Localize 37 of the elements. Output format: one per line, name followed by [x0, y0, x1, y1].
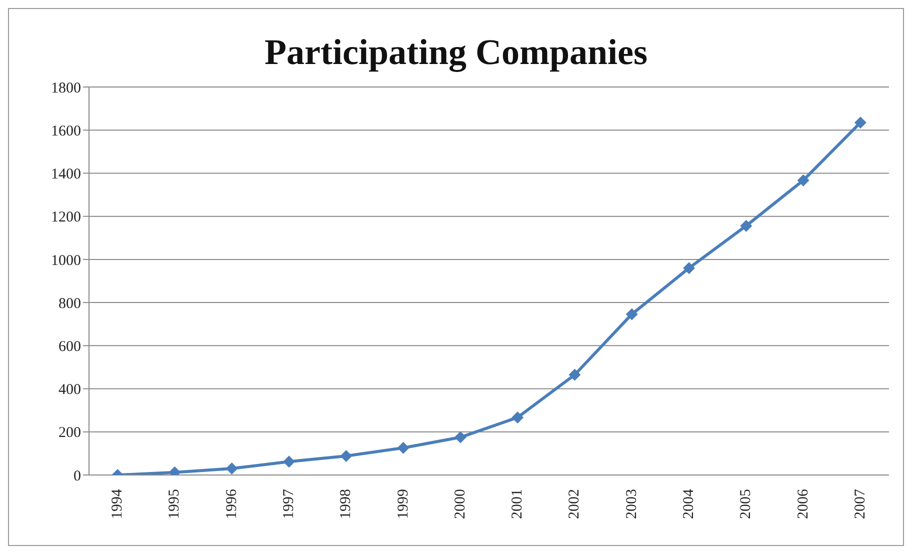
x-tick-label: 1996 [224, 488, 240, 519]
point [740, 220, 752, 232]
y-tick-label: 1000 [51, 252, 81, 269]
y-tick-label: 1200 [51, 210, 81, 226]
point [626, 308, 638, 320]
x-tick-label: 2001 [510, 489, 526, 519]
point [283, 456, 295, 468]
point [854, 116, 866, 129]
y-tick-label: 200 [58, 425, 81, 442]
point [454, 431, 466, 444]
y-tick-label: 1600 [51, 123, 81, 140]
x-tick-label: 2002 [566, 489, 583, 519]
x-tick-label: 2007 [852, 488, 868, 519]
x-tick-label: 1995 [166, 489, 183, 519]
point [568, 368, 581, 381]
x-tick-label: 2006 [795, 488, 812, 519]
y-tick-label: 0 [74, 468, 81, 484]
y-tick-label: 600 [58, 338, 81, 355]
x-tick-label: 1998 [338, 489, 354, 519]
x-tick-label: 2003 [624, 489, 640, 519]
point [397, 442, 410, 454]
chart-title: Participating Companies [264, 31, 648, 74]
point [797, 174, 810, 186]
point [683, 262, 695, 274]
x-tick-label: 1999 [395, 489, 412, 519]
x-tick-label: 2004 [681, 488, 697, 519]
y-tick-label: 400 [58, 382, 81, 398]
x-tick-label: 1997 [281, 488, 297, 519]
y-tick-label: 800 [58, 296, 81, 312]
point [512, 411, 524, 424]
y-tick-label: 1800 [51, 80, 81, 96]
x-tick-label: 2000 [452, 489, 468, 519]
point [226, 462, 238, 475]
y-tick-label: 1400 [51, 166, 81, 183]
x-tick-label: 2005 [738, 489, 754, 519]
x-tick-label: 1994 [110, 488, 126, 519]
point [340, 450, 352, 462]
